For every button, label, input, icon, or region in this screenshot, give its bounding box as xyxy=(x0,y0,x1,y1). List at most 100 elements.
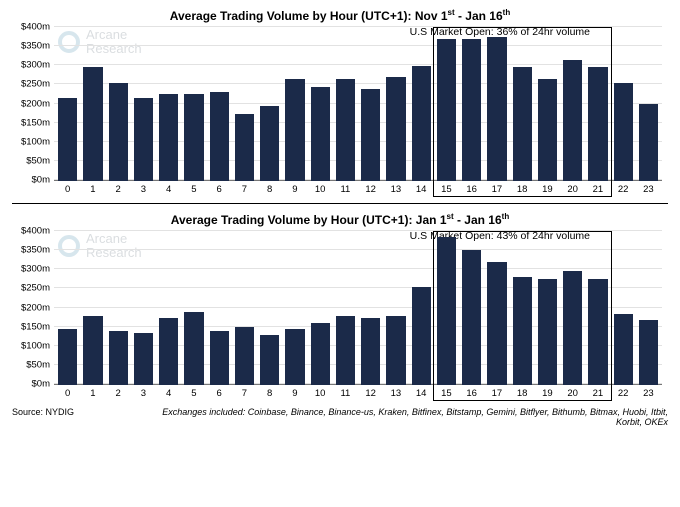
y-tick-label: $300m xyxy=(14,60,54,71)
x-tick-label: 2 xyxy=(115,388,120,399)
bar-slot: 0 xyxy=(58,329,77,385)
x-tick-label: 15 xyxy=(441,388,452,399)
bar-slot: 17 xyxy=(487,262,506,385)
x-tick-label: 22 xyxy=(618,388,629,399)
x-tick-label: 0 xyxy=(65,388,70,399)
bar-slot: 0 xyxy=(58,98,77,181)
y-tick-label: $300m xyxy=(14,264,54,275)
x-tick-label: 8 xyxy=(267,184,272,195)
bar xyxy=(83,316,102,385)
x-tick-label: 19 xyxy=(542,184,553,195)
bar xyxy=(538,279,557,385)
bar xyxy=(437,237,456,385)
bar xyxy=(109,83,128,181)
x-tick-label: 3 xyxy=(141,184,146,195)
bar xyxy=(159,318,178,385)
bar xyxy=(487,37,506,181)
y-tick-label: $100m xyxy=(14,136,54,147)
bar-slot: 16 xyxy=(462,250,481,385)
chart-top: Average Trading Volume by Hour (UTC+1): … xyxy=(12,8,668,197)
x-tick-label: 1 xyxy=(90,388,95,399)
plot-1: $0m$50m$100m$150m$200m$250m$300m$350m$40… xyxy=(54,27,662,197)
bar xyxy=(210,92,229,181)
bar-slot: 8 xyxy=(260,106,279,181)
bar-slot: 18 xyxy=(513,277,532,385)
bar xyxy=(462,39,481,181)
bar-slot: 19 xyxy=(538,79,557,181)
bar-slot: 20 xyxy=(563,271,582,385)
y-tick-label: $50m xyxy=(14,155,54,166)
bar xyxy=(184,94,203,181)
bar-slot: 13 xyxy=(386,316,405,385)
bar xyxy=(311,323,330,385)
bar-slot: 3 xyxy=(134,333,153,385)
x-tick-label: 19 xyxy=(542,388,553,399)
x-tick-label: 9 xyxy=(292,184,297,195)
x-tick-label: 6 xyxy=(216,184,221,195)
bar xyxy=(235,114,254,181)
plot-2: $0m$50m$100m$150m$200m$250m$300m$350m$40… xyxy=(54,231,662,401)
x-tick-label: 20 xyxy=(567,388,578,399)
footer: Source: NYDIG Exchanges included: Coinba… xyxy=(12,407,668,427)
bar-slot: 21 xyxy=(588,279,607,385)
bar xyxy=(361,318,380,385)
bar-slot: 22 xyxy=(614,314,633,385)
x-tick-label: 23 xyxy=(643,184,654,195)
x-tick-label: 10 xyxy=(315,388,326,399)
bar-slot: 9 xyxy=(285,79,304,181)
x-tick-label: 15 xyxy=(441,184,452,195)
y-tick-label: $50m xyxy=(14,359,54,370)
bar xyxy=(285,79,304,181)
bar xyxy=(159,94,178,181)
bars-1: 01234567891011121314151617181920212223 xyxy=(54,27,662,181)
y-tick-label: $150m xyxy=(14,321,54,332)
y-tick-label: $400m xyxy=(14,22,54,33)
x-tick-label: 2 xyxy=(115,184,120,195)
y-tick-label: $400m xyxy=(14,226,54,237)
bar xyxy=(386,316,405,385)
source-label: Source: NYDIG xyxy=(12,407,74,427)
x-tick-label: 3 xyxy=(141,388,146,399)
chart-title-1: Average Trading Volume by Hour (UTC+1): … xyxy=(12,8,668,23)
bar xyxy=(639,320,658,385)
bar-slot: 4 xyxy=(159,94,178,181)
x-tick-label: 5 xyxy=(191,184,196,195)
y-tick-label: $0m xyxy=(14,379,54,390)
x-tick-label: 18 xyxy=(517,388,528,399)
bar xyxy=(260,106,279,181)
bar xyxy=(285,329,304,385)
bar xyxy=(639,104,658,181)
x-tick-label: 0 xyxy=(65,184,70,195)
bar xyxy=(134,98,153,181)
x-tick-label: 11 xyxy=(340,184,350,195)
bar-slot: 7 xyxy=(235,114,254,181)
bar xyxy=(588,279,607,385)
bar-slot: 12 xyxy=(361,318,380,385)
bar-slot: 14 xyxy=(412,287,431,385)
y-tick-label: $350m xyxy=(14,245,54,256)
bar xyxy=(311,87,330,181)
y-tick-label: $250m xyxy=(14,283,54,294)
bar xyxy=(361,89,380,181)
x-tick-label: 11 xyxy=(340,388,350,399)
bar-slot: 13 xyxy=(386,77,405,181)
x-tick-label: 14 xyxy=(416,184,427,195)
bar-slot: 7 xyxy=(235,327,254,385)
bar xyxy=(513,277,532,385)
x-tick-label: 22 xyxy=(618,184,629,195)
bar xyxy=(614,314,633,385)
bar-slot: 10 xyxy=(311,323,330,385)
bar-slot: 10 xyxy=(311,87,330,181)
bar xyxy=(58,329,77,385)
x-tick-label: 4 xyxy=(166,184,171,195)
x-tick-label: 16 xyxy=(466,184,477,195)
y-tick-label: $350m xyxy=(14,41,54,52)
bar xyxy=(437,39,456,181)
bar-slot: 23 xyxy=(639,104,658,181)
bar-slot: 4 xyxy=(159,318,178,385)
bar-slot: 12 xyxy=(361,89,380,181)
x-tick-label: 8 xyxy=(267,388,272,399)
divider xyxy=(12,203,668,204)
y-tick-label: $250m xyxy=(14,79,54,90)
x-tick-label: 6 xyxy=(216,388,221,399)
